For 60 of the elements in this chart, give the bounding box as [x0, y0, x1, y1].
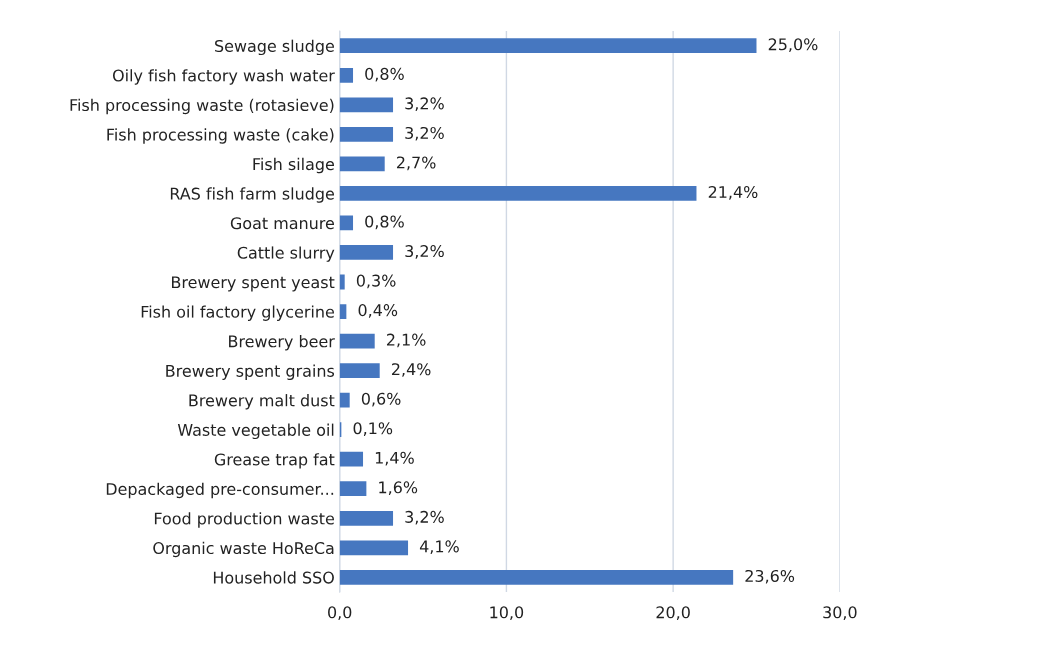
bar — [339, 540, 409, 556]
bar — [339, 97, 394, 113]
data-label: 3,2% — [405, 245, 444, 259]
y-tick-label: Brewery spent yeast — [172, 276, 335, 292]
bar — [339, 363, 380, 378]
bar — [339, 510, 394, 526]
y-tick-label: Fish oil factory glycerine — [141, 305, 334, 321]
y-tick-label: Household SSO — [213, 571, 334, 584]
bar — [339, 392, 350, 408]
data-label: 21,4% — [708, 185, 758, 200]
data-label: 0,4% — [358, 304, 398, 318]
data-label: 1,4% — [375, 451, 414, 466]
bar — [339, 481, 367, 497]
y-tick-label: Sewage sludge — [215, 39, 334, 56]
x-tick-label: 30,0 — [823, 606, 857, 620]
y-tick-label: Fish processing waste (rotasieve) — [70, 98, 334, 115]
data-label: 1,6% — [379, 481, 418, 495]
y-tick-label: Fish processing waste (cake) — [107, 128, 334, 144]
y-tick-label: Waste vegetable oil — [177, 423, 334, 440]
x-tick-label: 0,0 — [328, 606, 352, 620]
y-tick-label: Brewery malt dust — [189, 394, 335, 410]
data-label: 25,0% — [768, 38, 818, 52]
bar — [339, 156, 385, 172]
y-tick-label: Depackaged pre-consumer... — [106, 482, 334, 499]
data-label: 3,2% — [405, 510, 444, 525]
data-label: 23,6% — [745, 569, 795, 584]
bar — [339, 67, 354, 83]
data-label: 4,1% — [419, 540, 459, 555]
y-tick-label: Brewery beer — [229, 335, 335, 351]
y-tick-label: Grease trap fat — [214, 453, 335, 469]
bar — [339, 186, 697, 201]
data-label: 0,8% — [365, 67, 404, 82]
data-label: 0,8% — [365, 215, 404, 230]
y-tick-label: Oily fish factory wash water — [112, 69, 335, 85]
y-tick-label: Cattle slurry — [237, 246, 335, 262]
data-label: 2,1% — [386, 333, 426, 348]
y-tick-label: Goat manure — [230, 217, 334, 230]
data-label: 2,7% — [396, 156, 436, 171]
y-tick-label: Brewery spent grains — [166, 364, 335, 380]
data-label: 3,2% — [405, 126, 444, 141]
data-label: 0,3% — [356, 274, 396, 289]
y-tick-label: RAS fish farm sludge — [170, 187, 334, 203]
bar — [339, 569, 734, 585]
bar — [339, 333, 375, 349]
data-label: 2,4% — [391, 363, 431, 377]
x-tick-label: 10,0 — [490, 606, 524, 620]
data-label: 0,1% — [353, 422, 393, 436]
bar — [339, 245, 394, 260]
x-tick-label: 20,0 — [656, 606, 690, 620]
y-tick-label: Fish silage — [253, 157, 334, 174]
bar — [339, 126, 394, 142]
bar — [339, 304, 347, 319]
bar — [339, 274, 345, 290]
bar — [339, 38, 757, 54]
bar — [339, 451, 364, 467]
y-tick-label: Food production waste — [154, 512, 334, 528]
data-label: 3,2% — [405, 97, 444, 112]
bar — [339, 215, 354, 231]
data-label: 0,6% — [361, 392, 401, 407]
y-tick-label: Organic waste HoReCa — [153, 541, 334, 558]
